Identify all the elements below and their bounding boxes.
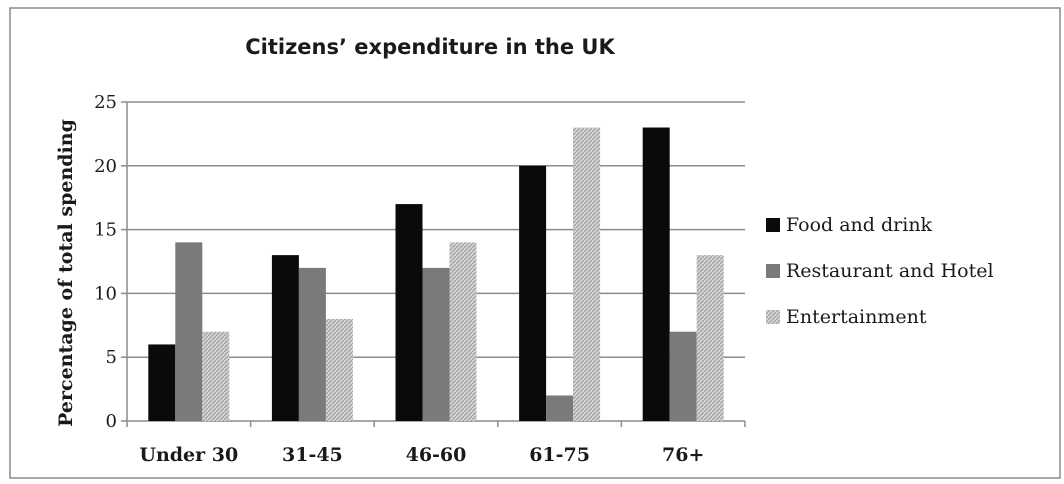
y-tick-label: 5 [106, 347, 117, 368]
y-tick-label: 20 [94, 156, 117, 177]
x-category-label: 76+ [662, 444, 704, 466]
bar-food-and-drink [642, 127, 670, 422]
bar-restaurant-and-hotel [669, 331, 697, 421]
x-axis-categories: Under 30 31-45 46-60 61-75 76+ [126, 421, 746, 466]
y-tick-label: 15 [94, 220, 117, 241]
bar-entertainment [573, 127, 601, 422]
legend-swatch [766, 310, 780, 324]
y-axis-title: Percentage of total spending [55, 119, 77, 427]
y-tick-label: 0 [106, 411, 117, 432]
bar-entertainment [325, 318, 353, 421]
bar-restaurant-and-hotel [546, 395, 574, 421]
bar-food-and-drink [395, 204, 423, 421]
legend-label: Entertainment [786, 306, 927, 328]
bar-entertainment [449, 242, 477, 421]
chart-title: Citizens’ expenditure in the UK [245, 35, 615, 59]
gridlines [126, 101, 745, 422]
bar-food-and-drink [519, 165, 547, 421]
y-axis-ticks: 0 5 10 15 20 25 [94, 92, 127, 432]
bar-restaurant-and-hotel [175, 242, 203, 421]
legend-label: Restaurant and Hotel [786, 260, 994, 282]
y-tick-label: 10 [94, 283, 117, 304]
x-category-label: Under 30 [139, 444, 238, 466]
x-category-label: 61-75 [529, 444, 590, 466]
bar-entertainment [696, 255, 724, 421]
bar-entertainment [202, 331, 230, 421]
x-category-label: 31-45 [282, 444, 343, 466]
x-category-label: 46-60 [406, 444, 467, 466]
legend: Food and drink Restaurant and Hotel Entert… [766, 214, 994, 328]
bar-food-and-drink [271, 255, 299, 421]
bar-restaurant-and-hotel [298, 267, 326, 421]
legend-label: Food and drink [786, 214, 933, 236]
y-tick-label: 25 [94, 92, 117, 113]
legend-swatch [766, 264, 780, 278]
legend-swatch [766, 218, 780, 232]
bars [148, 127, 724, 422]
bar-restaurant-and-hotel [422, 267, 450, 421]
bar-food-and-drink [148, 344, 176, 421]
